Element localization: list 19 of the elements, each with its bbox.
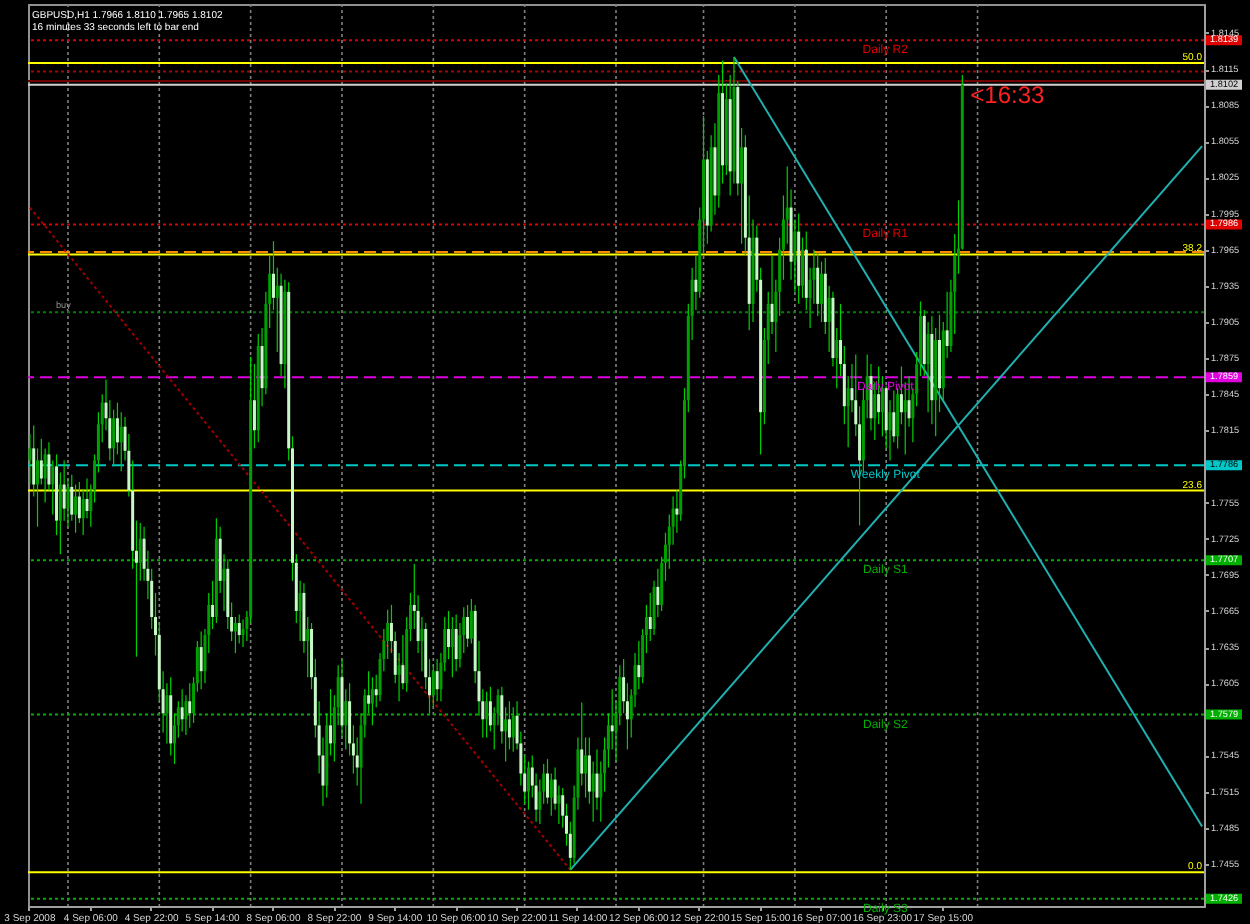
candlestick xyxy=(43,447,47,504)
candlestick xyxy=(485,691,489,738)
candlestick xyxy=(435,658,439,702)
candlestick xyxy=(370,676,374,726)
candlestick xyxy=(180,688,184,732)
candlestick xyxy=(454,613,458,672)
candlestick xyxy=(241,618,245,648)
candlestick xyxy=(466,604,470,648)
candlestick xyxy=(119,411,123,472)
annotation: <16:33 xyxy=(970,80,1046,109)
candlestick xyxy=(237,613,241,645)
candlestick xyxy=(816,252,820,317)
candlestick xyxy=(199,630,203,690)
candlestick xyxy=(526,760,530,811)
candlestick xyxy=(450,616,454,678)
candlestick xyxy=(188,682,192,729)
candlestick xyxy=(74,483,78,534)
candlestick xyxy=(431,664,435,708)
candlestick xyxy=(511,706,515,753)
